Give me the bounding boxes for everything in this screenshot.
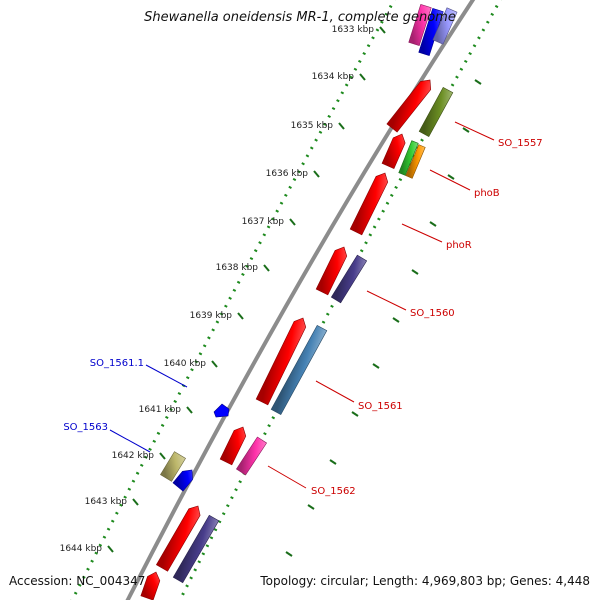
kbp-tick-mark [359,73,366,81]
kbp-tick-mark [263,264,270,272]
cds-gene-so1561 [255,317,307,406]
kbp-tick-label: 1638 kbp [216,263,259,273]
kbp-tick-label: 1643 kbp [85,497,128,507]
kbp-tick-label: 1641 kbp [139,405,182,415]
accession-label: Accession: NC_004347 [9,574,146,588]
outer-ring-tick [372,363,380,369]
gene-label-leader [315,380,355,403]
inner-dotted-ring [70,0,397,600]
kbp-tick-mark [237,312,244,320]
kbp-tick-mark [289,218,296,226]
feature-olive [418,86,454,138]
feature-green [398,140,419,176]
kbp-tick-label: 1636 kbp [266,169,309,179]
gene-label: SO_1557 [498,138,543,149]
feature-orange [405,144,426,179]
kbp-tick-mark [338,122,345,130]
kbp-tick-label: 1644 kbp [60,544,103,554]
cds-gene-bottom [140,571,161,600]
gene-label: SO_1561 [358,401,403,412]
gene-label-leader [145,364,188,388]
feature-blue-small [172,469,193,492]
outer-ring-tick [307,504,315,510]
genome-backbone [125,0,476,600]
gene-label: phoB [474,188,500,199]
kbp-tick-mark [132,498,139,506]
cds-gene-phor [349,172,389,236]
kbp-tick-mark [107,545,114,553]
kbp-tick-label: 1637 kbp [242,217,285,227]
gene-label: phoR [446,240,472,251]
kbp-tick-mark [313,170,320,178]
outer-ring-tick [392,317,400,323]
kbp-tick-label: 1640 kbp [164,359,207,369]
outer-ring-tick [429,221,437,227]
outer-ring-tick [447,174,455,180]
kbp-tick-label: 1642 kbp [112,451,155,461]
feature-blue-top [418,7,444,57]
kbp-tick-mark [211,360,218,368]
outer-ring-tick [329,459,337,465]
outer-ring-tick [462,127,470,133]
feature-pink-lower [235,436,268,476]
gene-label-leader [401,223,443,243]
kbp-tick-label: 1639 kbp [190,311,233,321]
outer-ring-tick [474,79,482,85]
kbp-tick-mark [186,406,193,414]
gene-label-leader [267,465,307,489]
feature-violet-top [432,7,458,45]
gene-label: SO_1561.1 [90,358,144,369]
outer-ring-tick [351,411,359,417]
kbp-tick-mark [159,452,166,460]
gene-label: SO_1562 [311,486,356,497]
kbp-tick-mark [379,26,386,34]
outer-ring-tick [411,269,419,275]
gene-label: SO_1563 [63,422,108,433]
gene-label: SO_1560 [410,308,455,319]
kbp-tick-label: 1633 kbp [332,25,375,35]
feature-khaki [160,451,186,482]
feature-pink-top [408,3,432,47]
gene-label-leader [366,290,407,311]
gene-label-leader [454,121,495,141]
feature-navy-1 [330,254,368,304]
feature-steelblue [270,324,328,416]
kbp-tick-label: 1634 kbp [312,72,355,82]
map-title: Shewanella oneidensis MR-1, complete gen… [144,10,456,25]
genome-stats-label: Topology: circular; Length: 4,969,803 bp… [260,574,590,588]
outer-ring-tick [285,551,293,557]
cds-gene-so1562 [219,426,247,466]
cds-gene-lower [155,505,201,572]
kbp-tick-label: 1635 kbp [291,121,334,131]
cds-gene-so1560 [315,246,348,296]
gene-label-leader [429,169,471,191]
cds-gene-phob [381,133,406,170]
feature-navy-2 [172,514,220,584]
gene-label-leader [109,429,151,453]
feature-blue-tiny [213,403,230,418]
cds-gene-so1557 [386,79,432,133]
outer-dotted-ring [178,0,503,600]
